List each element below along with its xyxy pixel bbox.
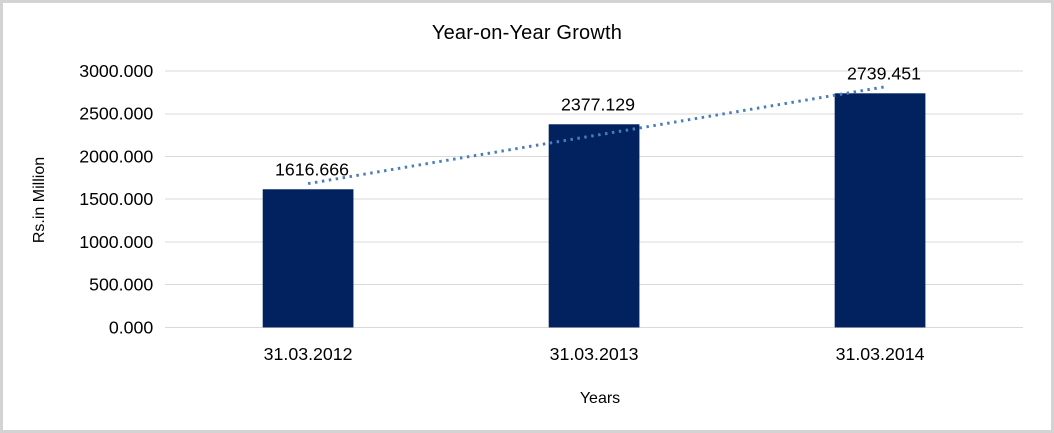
plot-area: 0.000 500.000 1000.000 1500.000 2000.000 2500… <box>79 61 1024 364</box>
y-tick-label: 1000.000 <box>79 232 153 252</box>
bar-31.03.2012 <box>262 189 354 328</box>
bar-31.03.2014 <box>834 93 926 328</box>
x-category-label: 31.03.2013 <box>550 344 639 364</box>
x-category-label: 31.03.2014 <box>836 344 925 364</box>
bar-value-label: 2377.129 <box>561 94 635 114</box>
y-tick-label: 0.000 <box>109 317 154 337</box>
y-tick-label: 1500.000 <box>79 189 153 209</box>
bar-31.03.2013 <box>548 124 640 328</box>
bar-value-label: 1616.666 <box>275 159 349 179</box>
y-tick-label: 3000.000 <box>79 61 153 81</box>
y-tick-label: 2500.000 <box>79 104 153 124</box>
bar-value-label: 2739.451 <box>847 64 921 84</box>
chart-title: Year-on-Year Growth <box>431 22 623 44</box>
y-tick-label: 500.000 <box>89 275 153 295</box>
x-category-label: 31.03.2012 <box>264 344 353 364</box>
x-axis-title: Years <box>579 390 621 407</box>
y-tick-label: 2000.000 <box>79 146 153 166</box>
